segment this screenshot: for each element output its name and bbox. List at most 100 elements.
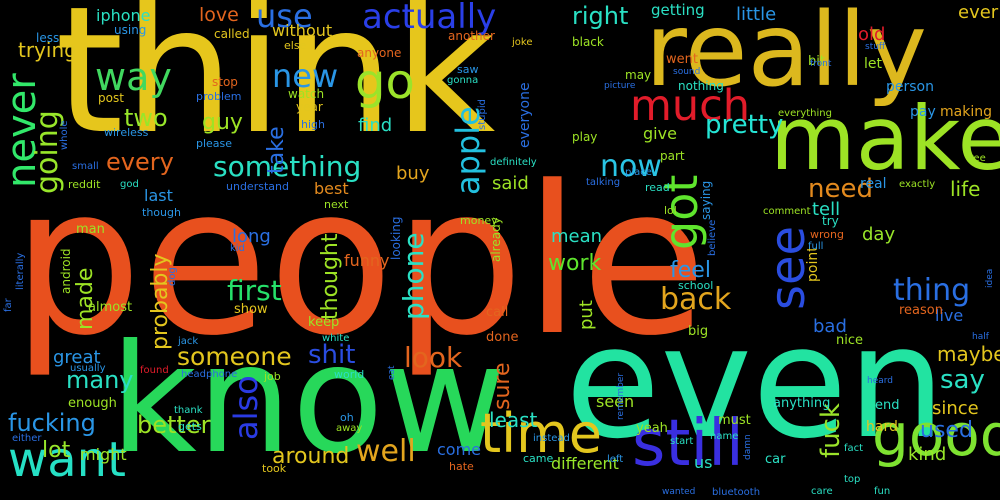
word: people xyxy=(12,143,707,381)
word: really xyxy=(645,0,927,110)
word: may xyxy=(625,68,652,82)
word: believe xyxy=(707,219,718,256)
word: end xyxy=(875,398,900,413)
word: gets xyxy=(178,420,202,433)
word: person xyxy=(886,79,934,95)
word: year xyxy=(296,100,323,114)
word: comment xyxy=(763,206,811,217)
word: understand xyxy=(226,180,289,193)
word: life xyxy=(950,177,981,201)
word: thank xyxy=(174,405,203,416)
word: real xyxy=(860,176,887,192)
word: watch xyxy=(288,87,325,101)
word: pretty xyxy=(705,110,784,140)
word: ever xyxy=(958,2,999,23)
word: say xyxy=(940,365,985,395)
word: everything xyxy=(778,108,832,119)
word: damn xyxy=(743,434,753,460)
word: tell xyxy=(812,199,841,220)
word: bad xyxy=(813,316,847,337)
word: sound xyxy=(673,67,701,77)
word: said xyxy=(492,173,529,194)
word: away xyxy=(336,423,363,434)
word: joke xyxy=(512,37,533,48)
word: stupid xyxy=(477,99,488,130)
word: phone xyxy=(397,232,430,320)
word: everyone xyxy=(517,82,533,148)
word: remember xyxy=(616,372,626,420)
word: wrong xyxy=(810,228,844,241)
word: yeah xyxy=(636,421,668,436)
word: almost xyxy=(88,300,133,315)
word: used xyxy=(920,418,973,443)
word: work xyxy=(548,251,602,276)
word: iphone xyxy=(96,6,151,25)
word: anyone xyxy=(357,46,402,60)
word: last xyxy=(144,186,173,205)
word: put xyxy=(576,300,597,330)
word: high xyxy=(301,118,325,131)
word: anything xyxy=(773,396,831,411)
word: usually xyxy=(70,363,106,374)
word: jack xyxy=(178,336,199,347)
word: android xyxy=(59,248,73,294)
word: feel xyxy=(670,258,711,283)
word: kind xyxy=(908,444,947,465)
word: front xyxy=(810,59,832,69)
word: stuff xyxy=(865,42,886,52)
word: first xyxy=(227,274,282,307)
word: come xyxy=(437,440,482,459)
word: talking xyxy=(586,177,621,188)
word: literally xyxy=(15,252,26,290)
word: made xyxy=(73,267,98,330)
word: mean xyxy=(551,226,603,247)
word: another xyxy=(448,29,495,43)
word: went xyxy=(666,52,698,67)
word: fucking xyxy=(8,409,96,437)
word: least xyxy=(489,408,538,432)
word: wanted xyxy=(662,487,696,497)
word: god xyxy=(120,179,139,190)
word: nothing xyxy=(678,79,724,93)
word: found xyxy=(140,365,169,376)
word: someone xyxy=(177,342,292,371)
word: full xyxy=(808,241,824,252)
word: start xyxy=(670,436,694,447)
word: looking xyxy=(389,216,403,260)
word: sure xyxy=(490,362,515,410)
word: small xyxy=(72,161,99,172)
word: hate xyxy=(449,460,474,473)
word: black xyxy=(572,35,604,49)
word: funny xyxy=(344,251,390,270)
word: must xyxy=(718,413,751,428)
word: called xyxy=(214,27,250,41)
word: trying xyxy=(18,38,77,62)
word: use xyxy=(256,0,313,35)
word: play xyxy=(572,130,598,144)
word: getting xyxy=(651,1,705,19)
word: read xyxy=(645,181,670,194)
word: instead xyxy=(533,433,570,444)
word: want xyxy=(8,432,126,488)
word: little xyxy=(736,4,777,25)
word: without xyxy=(272,21,333,40)
word: even xyxy=(565,292,946,473)
word: making xyxy=(940,104,992,120)
word: make xyxy=(770,87,1000,190)
word: big xyxy=(688,324,709,339)
word: less xyxy=(36,31,60,45)
word: school xyxy=(678,279,714,292)
word: best xyxy=(314,179,349,198)
word: shit xyxy=(308,340,356,370)
word: fact xyxy=(844,443,864,454)
word: left xyxy=(607,454,624,465)
word: back xyxy=(660,282,732,317)
word: us xyxy=(694,453,713,472)
word: whole xyxy=(59,120,70,150)
word: hard xyxy=(866,419,898,435)
word: go xyxy=(355,54,415,110)
word: buy xyxy=(396,163,430,184)
word: stop xyxy=(212,75,238,89)
word: top xyxy=(844,474,861,485)
